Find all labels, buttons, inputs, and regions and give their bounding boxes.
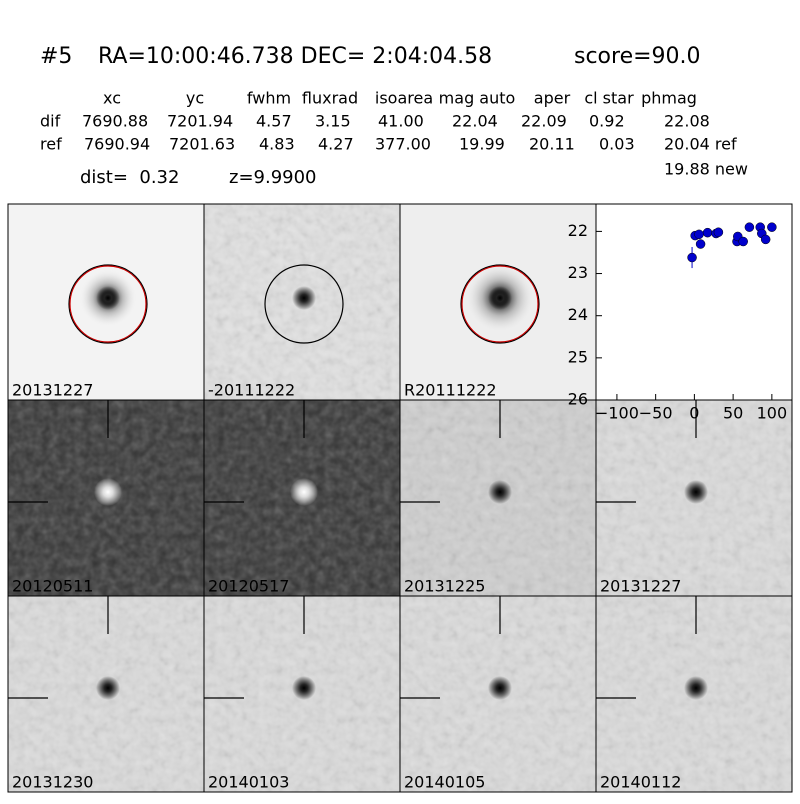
column-header: yc xyxy=(186,89,204,108)
point xyxy=(767,222,777,232)
y-tick-label: 22 xyxy=(568,221,588,240)
aperture-ref xyxy=(264,264,344,344)
score: score=90.0 xyxy=(574,44,701,69)
panel-label: R20111222 xyxy=(404,381,497,400)
source xyxy=(488,286,512,310)
aperture-ref xyxy=(460,264,540,344)
x-tick-label: 0 xyxy=(689,404,699,423)
phmag-new: 19.88 new xyxy=(664,160,748,179)
object-id: #5 xyxy=(40,44,72,69)
panel-label: 20131227 xyxy=(600,577,681,596)
cell: 4.27 xyxy=(318,135,354,154)
column-header: xc xyxy=(103,89,121,108)
cell: 22.04 xyxy=(452,112,498,131)
x-tick-label: −50 xyxy=(639,404,673,423)
column-header: fluxrad xyxy=(302,89,358,108)
y-tick-label: 23 xyxy=(568,263,588,282)
aperture-new xyxy=(69,265,147,343)
column-header: aper xyxy=(534,89,571,108)
point xyxy=(687,252,697,263)
cell: 22.09 xyxy=(521,112,567,131)
row-label: dif xyxy=(40,112,61,131)
cell: 3.15 xyxy=(315,112,351,131)
source xyxy=(684,676,708,700)
cell: 7201.94 xyxy=(167,112,233,131)
cell: 41.00 xyxy=(378,112,424,131)
y-tick-label: 24 xyxy=(568,305,588,324)
cell: 377.00 xyxy=(375,135,431,154)
column-header: isoarea xyxy=(375,89,433,108)
source xyxy=(96,676,120,700)
panel-label: -20111222 xyxy=(208,381,295,400)
cell: 0.03 xyxy=(599,135,635,154)
panel-label: 20140105 xyxy=(404,773,485,792)
point xyxy=(738,236,748,247)
panel-label: 20140103 xyxy=(208,773,289,792)
cell: 7690.94 xyxy=(84,135,150,154)
x-tick-label: −100 xyxy=(595,404,639,423)
redshift: z=9.9900 xyxy=(229,167,317,188)
cell: 19.99 xyxy=(459,135,505,154)
coordinates: RA=10:00:46.738 DEC= 2:04:04.58 xyxy=(98,44,492,69)
x-tick-label: 50 xyxy=(723,404,743,423)
source xyxy=(292,286,316,310)
y-tick-label: 25 xyxy=(568,347,588,366)
panel-label: 20120511 xyxy=(12,577,93,596)
panel-label: 20131227 xyxy=(12,381,93,400)
panel-label: 20131225 xyxy=(404,577,485,596)
cell: 7201.63 xyxy=(169,135,235,154)
source xyxy=(292,676,316,700)
cell: 7690.88 xyxy=(82,112,148,131)
column-header: cl star xyxy=(584,89,634,108)
point xyxy=(760,234,771,245)
y-tick-label: 26 xyxy=(568,390,588,409)
aperture-ref xyxy=(68,264,148,344)
cell: 20.04 ref xyxy=(664,135,737,154)
cell: 0.92 xyxy=(589,112,625,131)
point xyxy=(744,222,755,232)
column-header: phmag xyxy=(641,89,697,108)
point xyxy=(713,227,724,237)
source xyxy=(96,286,120,310)
point xyxy=(694,229,704,240)
cell: 20.11 xyxy=(529,135,575,154)
source xyxy=(290,478,318,506)
source xyxy=(488,676,512,700)
cell: 4.83 xyxy=(259,135,295,154)
panel-label: 20120517 xyxy=(208,577,289,596)
cell: 22.08 xyxy=(664,112,710,131)
x-tick-label: 100 xyxy=(757,404,788,423)
aperture-new xyxy=(461,265,539,343)
column-header: mag auto xyxy=(439,89,516,108)
panel-label: 20140112 xyxy=(600,773,681,792)
source xyxy=(684,480,708,504)
column-header: fwhm xyxy=(247,89,291,108)
panel-label: 20131230 xyxy=(12,773,93,792)
source xyxy=(488,480,512,504)
point xyxy=(702,227,713,238)
dist: dist= 0.32 xyxy=(80,167,179,188)
panel-frame xyxy=(595,595,793,793)
cell: 4.57 xyxy=(256,112,292,131)
source xyxy=(94,478,122,506)
row-label: ref xyxy=(40,135,62,154)
point xyxy=(695,239,706,249)
